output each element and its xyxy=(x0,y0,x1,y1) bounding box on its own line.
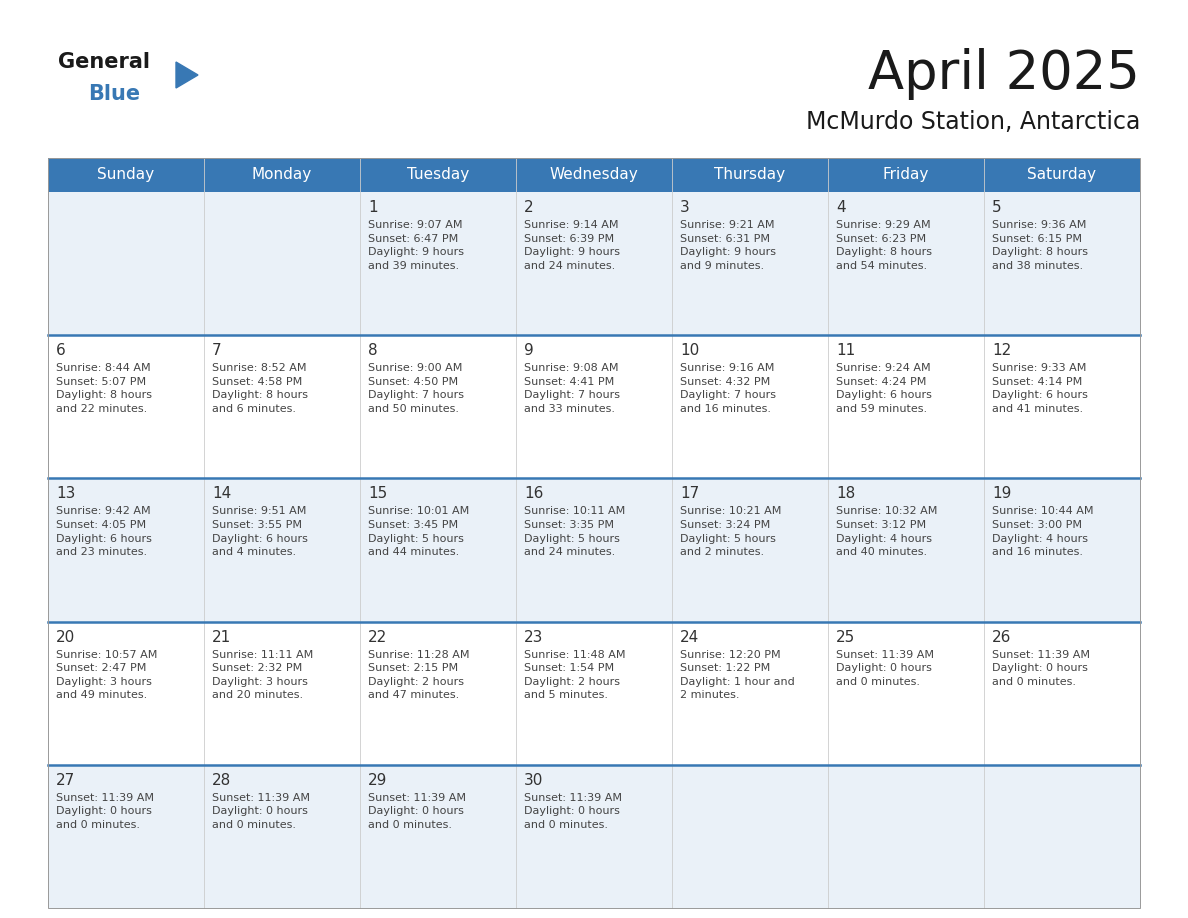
Text: Sunrise: 12:20 PM
Sunset: 1:22 PM
Daylight: 1 hour and
2 minutes.: Sunrise: 12:20 PM Sunset: 1:22 PM Daylig… xyxy=(680,650,795,700)
Text: Sunset: 11:39 AM
Daylight: 0 hours
and 0 minutes.: Sunset: 11:39 AM Daylight: 0 hours and 0… xyxy=(524,793,623,830)
Text: Sunrise: 9:14 AM
Sunset: 6:39 PM
Daylight: 9 hours
and 24 minutes.: Sunrise: 9:14 AM Sunset: 6:39 PM Dayligh… xyxy=(524,220,620,271)
Text: Sunrise: 10:57 AM
Sunset: 2:47 PM
Daylight: 3 hours
and 49 minutes.: Sunrise: 10:57 AM Sunset: 2:47 PM Daylig… xyxy=(56,650,157,700)
Text: 1: 1 xyxy=(368,200,378,215)
Text: 20: 20 xyxy=(56,630,75,644)
Bar xyxy=(48,478,1140,621)
Text: Sunrise: 9:08 AM
Sunset: 4:41 PM
Daylight: 7 hours
and 33 minutes.: Sunrise: 9:08 AM Sunset: 4:41 PM Dayligh… xyxy=(524,364,620,414)
Bar xyxy=(48,765,1140,908)
Text: 21: 21 xyxy=(211,630,232,644)
Text: Sunset: 11:39 AM
Daylight: 0 hours
and 0 minutes.: Sunset: 11:39 AM Daylight: 0 hours and 0… xyxy=(836,650,934,687)
Text: Thursday: Thursday xyxy=(714,167,785,183)
Text: Sunset: 11:39 AM
Daylight: 0 hours
and 0 minutes.: Sunset: 11:39 AM Daylight: 0 hours and 0… xyxy=(56,793,154,830)
Text: Sunrise: 9:21 AM
Sunset: 6:31 PM
Daylight: 9 hours
and 9 minutes.: Sunrise: 9:21 AM Sunset: 6:31 PM Dayligh… xyxy=(680,220,776,271)
Text: Sunrise: 11:48 AM
Sunset: 1:54 PM
Daylight: 2 hours
and 5 minutes.: Sunrise: 11:48 AM Sunset: 1:54 PM Daylig… xyxy=(524,650,626,700)
Text: 23: 23 xyxy=(524,630,543,644)
Text: 27: 27 xyxy=(56,773,75,788)
Text: Sunrise: 8:44 AM
Sunset: 5:07 PM
Daylight: 8 hours
and 22 minutes.: Sunrise: 8:44 AM Sunset: 5:07 PM Dayligh… xyxy=(56,364,152,414)
Text: Wednesday: Wednesday xyxy=(550,167,638,183)
Text: Sunset: 11:39 AM
Daylight: 0 hours
and 0 minutes.: Sunset: 11:39 AM Daylight: 0 hours and 0… xyxy=(211,793,310,830)
Text: 11: 11 xyxy=(836,343,855,358)
Text: Sunrise: 10:21 AM
Sunset: 3:24 PM
Daylight: 5 hours
and 2 minutes.: Sunrise: 10:21 AM Sunset: 3:24 PM Daylig… xyxy=(680,507,782,557)
Text: 4: 4 xyxy=(836,200,846,215)
Text: 2: 2 xyxy=(524,200,533,215)
Text: Sunrise: 9:00 AM
Sunset: 4:50 PM
Daylight: 7 hours
and 50 minutes.: Sunrise: 9:00 AM Sunset: 4:50 PM Dayligh… xyxy=(368,364,465,414)
Text: 25: 25 xyxy=(836,630,855,644)
Text: 7: 7 xyxy=(211,343,222,358)
Bar xyxy=(48,335,1140,478)
Text: Sunset: 11:39 AM
Daylight: 0 hours
and 0 minutes.: Sunset: 11:39 AM Daylight: 0 hours and 0… xyxy=(992,650,1091,687)
Text: Sunrise: 10:11 AM
Sunset: 3:35 PM
Daylight: 5 hours
and 24 minutes.: Sunrise: 10:11 AM Sunset: 3:35 PM Daylig… xyxy=(524,507,625,557)
Text: 12: 12 xyxy=(992,343,1011,358)
Bar xyxy=(48,621,1140,765)
Text: 28: 28 xyxy=(211,773,232,788)
Text: 8: 8 xyxy=(368,343,378,358)
Text: Sunrise: 9:24 AM
Sunset: 4:24 PM
Daylight: 6 hours
and 59 minutes.: Sunrise: 9:24 AM Sunset: 4:24 PM Dayligh… xyxy=(836,364,931,414)
Text: Sunrise: 8:52 AM
Sunset: 4:58 PM
Daylight: 8 hours
and 6 minutes.: Sunrise: 8:52 AM Sunset: 4:58 PM Dayligh… xyxy=(211,364,308,414)
Text: Sunrise: 9:29 AM
Sunset: 6:23 PM
Daylight: 8 hours
and 54 minutes.: Sunrise: 9:29 AM Sunset: 6:23 PM Dayligh… xyxy=(836,220,933,271)
Text: 16: 16 xyxy=(524,487,543,501)
Text: Sunrise: 9:16 AM
Sunset: 4:32 PM
Daylight: 7 hours
and 16 minutes.: Sunrise: 9:16 AM Sunset: 4:32 PM Dayligh… xyxy=(680,364,776,414)
Text: General: General xyxy=(58,52,150,72)
Polygon shape xyxy=(176,62,198,88)
Text: Sunrise: 11:28 AM
Sunset: 2:15 PM
Daylight: 2 hours
and 47 minutes.: Sunrise: 11:28 AM Sunset: 2:15 PM Daylig… xyxy=(368,650,469,700)
Text: Sunset: 11:39 AM
Daylight: 0 hours
and 0 minutes.: Sunset: 11:39 AM Daylight: 0 hours and 0… xyxy=(368,793,466,830)
Text: Sunrise: 10:32 AM
Sunset: 3:12 PM
Daylight: 4 hours
and 40 minutes.: Sunrise: 10:32 AM Sunset: 3:12 PM Daylig… xyxy=(836,507,937,557)
Text: 13: 13 xyxy=(56,487,75,501)
Text: 22: 22 xyxy=(368,630,387,644)
Text: Sunrise: 9:42 AM
Sunset: 4:05 PM
Daylight: 6 hours
and 23 minutes.: Sunrise: 9:42 AM Sunset: 4:05 PM Dayligh… xyxy=(56,507,152,557)
Text: Sunrise: 9:51 AM
Sunset: 3:55 PM
Daylight: 6 hours
and 4 minutes.: Sunrise: 9:51 AM Sunset: 3:55 PM Dayligh… xyxy=(211,507,308,557)
Text: McMurdo Station, Antarctica: McMurdo Station, Antarctica xyxy=(805,110,1140,134)
Bar xyxy=(48,192,1140,335)
Text: Friday: Friday xyxy=(883,167,929,183)
Text: 3: 3 xyxy=(680,200,690,215)
Text: Saturday: Saturday xyxy=(1028,167,1097,183)
Text: Sunrise: 11:11 AM
Sunset: 2:32 PM
Daylight: 3 hours
and 20 minutes.: Sunrise: 11:11 AM Sunset: 2:32 PM Daylig… xyxy=(211,650,314,700)
Bar xyxy=(48,158,1140,192)
Text: Sunrise: 10:44 AM
Sunset: 3:00 PM
Daylight: 4 hours
and 16 minutes.: Sunrise: 10:44 AM Sunset: 3:00 PM Daylig… xyxy=(992,507,1093,557)
Text: 15: 15 xyxy=(368,487,387,501)
Text: 24: 24 xyxy=(680,630,700,644)
Text: 17: 17 xyxy=(680,487,700,501)
Text: Sunrise: 9:33 AM
Sunset: 4:14 PM
Daylight: 6 hours
and 41 minutes.: Sunrise: 9:33 AM Sunset: 4:14 PM Dayligh… xyxy=(992,364,1088,414)
Text: Tuesday: Tuesday xyxy=(406,167,469,183)
Text: Sunday: Sunday xyxy=(97,167,154,183)
Text: 26: 26 xyxy=(992,630,1011,644)
Text: Monday: Monday xyxy=(252,167,312,183)
Text: 18: 18 xyxy=(836,487,855,501)
Text: 19: 19 xyxy=(992,487,1011,501)
Text: April 2025: April 2025 xyxy=(868,48,1140,100)
Text: 29: 29 xyxy=(368,773,387,788)
Bar xyxy=(48,158,1140,908)
Text: 6: 6 xyxy=(56,343,65,358)
Text: Sunrise: 9:07 AM
Sunset: 6:47 PM
Daylight: 9 hours
and 39 minutes.: Sunrise: 9:07 AM Sunset: 6:47 PM Dayligh… xyxy=(368,220,465,271)
Text: 14: 14 xyxy=(211,487,232,501)
Text: 10: 10 xyxy=(680,343,700,358)
Text: Sunrise: 9:36 AM
Sunset: 6:15 PM
Daylight: 8 hours
and 38 minutes.: Sunrise: 9:36 AM Sunset: 6:15 PM Dayligh… xyxy=(992,220,1088,271)
Text: 9: 9 xyxy=(524,343,533,358)
Text: Blue: Blue xyxy=(88,84,140,104)
Text: Sunrise: 10:01 AM
Sunset: 3:45 PM
Daylight: 5 hours
and 44 minutes.: Sunrise: 10:01 AM Sunset: 3:45 PM Daylig… xyxy=(368,507,469,557)
Text: 30: 30 xyxy=(524,773,543,788)
Text: 5: 5 xyxy=(992,200,1001,215)
